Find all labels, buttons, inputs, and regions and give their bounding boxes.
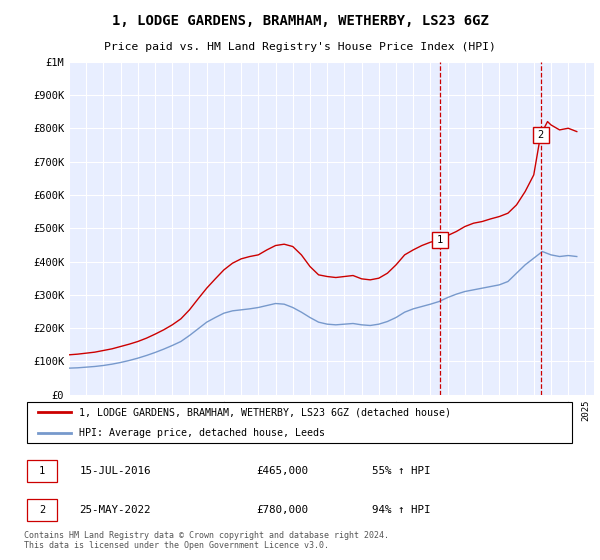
- Text: 15-JUL-2016: 15-JUL-2016: [79, 466, 151, 476]
- FancyBboxPatch shape: [27, 402, 572, 444]
- Text: 2: 2: [538, 130, 544, 140]
- Text: £465,000: £465,000: [256, 466, 308, 476]
- FancyBboxPatch shape: [27, 460, 57, 482]
- Text: 1, LODGE GARDENS, BRAMHAM, WETHERBY, LS23 6GZ: 1, LODGE GARDENS, BRAMHAM, WETHERBY, LS2…: [112, 14, 488, 28]
- Text: 2: 2: [39, 505, 45, 515]
- Text: 1: 1: [39, 466, 45, 476]
- Text: 55% ↑ HPI: 55% ↑ HPI: [372, 466, 430, 476]
- Text: 1: 1: [437, 235, 443, 245]
- Text: Contains HM Land Registry data © Crown copyright and database right 2024.
This d: Contains HM Land Registry data © Crown c…: [24, 531, 389, 550]
- Text: 94% ↑ HPI: 94% ↑ HPI: [372, 505, 430, 515]
- Text: 25-MAY-2022: 25-MAY-2022: [79, 505, 151, 515]
- Text: £780,000: £780,000: [256, 505, 308, 515]
- FancyBboxPatch shape: [27, 500, 57, 521]
- Text: HPI: Average price, detached house, Leeds: HPI: Average price, detached house, Leed…: [79, 428, 325, 438]
- Text: 1, LODGE GARDENS, BRAMHAM, WETHERBY, LS23 6GZ (detached house): 1, LODGE GARDENS, BRAMHAM, WETHERBY, LS2…: [79, 408, 451, 418]
- Text: Price paid vs. HM Land Registry's House Price Index (HPI): Price paid vs. HM Land Registry's House …: [104, 42, 496, 52]
